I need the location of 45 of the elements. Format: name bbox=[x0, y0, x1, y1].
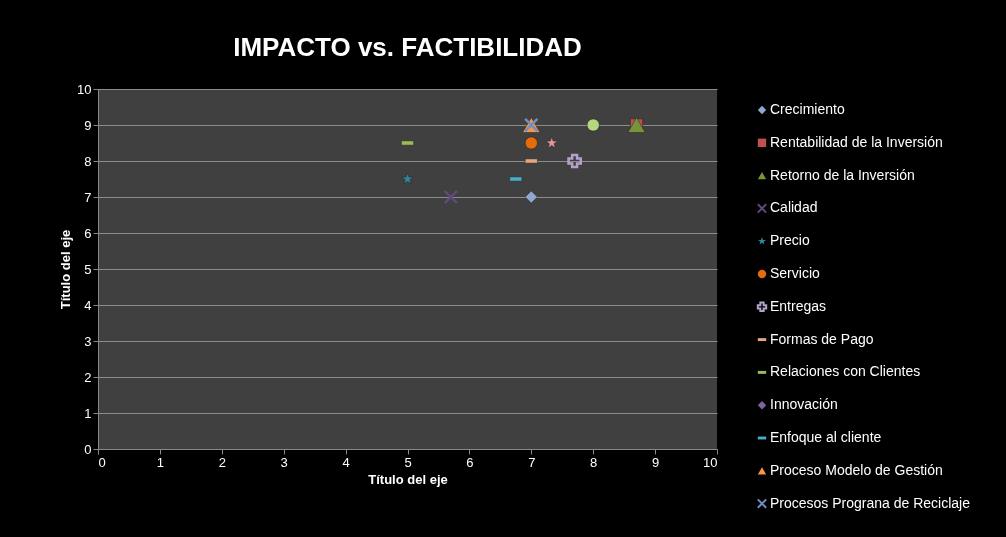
legend-label: Crecimiento bbox=[770, 101, 845, 117]
y-tick-label: 2 bbox=[84, 369, 92, 385]
legend-label: Entregas bbox=[770, 297, 827, 314]
y-tick-label: 7 bbox=[84, 189, 92, 205]
y-tick-label: 8 bbox=[84, 153, 92, 169]
point bbox=[524, 190, 538, 204]
x-tick-label: 2 bbox=[218, 454, 226, 470]
y-tick-label: 1 bbox=[84, 405, 92, 421]
x-tick-label: 1 bbox=[156, 454, 165, 470]
y-tick-label: 10 bbox=[77, 81, 92, 97]
legend-label: Servicio bbox=[770, 265, 821, 281]
point bbox=[545, 136, 558, 149]
y-tick-label: 3 bbox=[84, 333, 92, 349]
chart-title: IMPACTO vs. FACTIBILIDAD bbox=[233, 32, 582, 62]
x-tick-label: 3 bbox=[280, 454, 288, 470]
point bbox=[586, 118, 600, 132]
point bbox=[443, 189, 459, 205]
point bbox=[524, 136, 538, 150]
x-tick-label: 10 bbox=[703, 454, 718, 470]
x-axis-title: Título del eje bbox=[368, 471, 448, 487]
point bbox=[567, 153, 582, 169]
x-tick-label: 9 bbox=[651, 454, 660, 470]
point bbox=[401, 172, 414, 185]
y-tick-label: 0 bbox=[84, 441, 92, 457]
legend-label: Enfoque al cliente bbox=[770, 429, 882, 445]
y-tick-label: 5 bbox=[84, 261, 92, 277]
legend-label: Proceso Modelo de Gestión bbox=[770, 461, 943, 478]
x-tick-label: 0 bbox=[98, 454, 106, 470]
legend-label: Retorno de la Inversión bbox=[770, 166, 915, 183]
y-tick-label: 6 bbox=[84, 225, 92, 241]
x-tick-label: 4 bbox=[342, 454, 350, 470]
y-tick-label: 4 bbox=[84, 297, 92, 313]
x-tick-label: 6 bbox=[466, 454, 474, 470]
x-tick-label: 8 bbox=[590, 454, 598, 470]
legend-label: Rentabilidad de la Inversión bbox=[770, 133, 943, 150]
x-tick-label: 7 bbox=[528, 454, 536, 470]
y-tick-label: 9 bbox=[84, 117, 92, 133]
legend-label: Calidad bbox=[770, 199, 818, 216]
legend-label: Formas de Pago bbox=[770, 330, 874, 347]
y-axis-title: Título del eje bbox=[58, 229, 74, 310]
x-tick-label: 5 bbox=[404, 454, 412, 470]
legend-label: Innovación bbox=[770, 396, 838, 413]
legend-label: Precio bbox=[770, 232, 810, 249]
legend-label: Relaciones con Clientes bbox=[770, 363, 921, 380]
legend-label: Procesos Prograna de Reciclaje bbox=[770, 494, 971, 511]
